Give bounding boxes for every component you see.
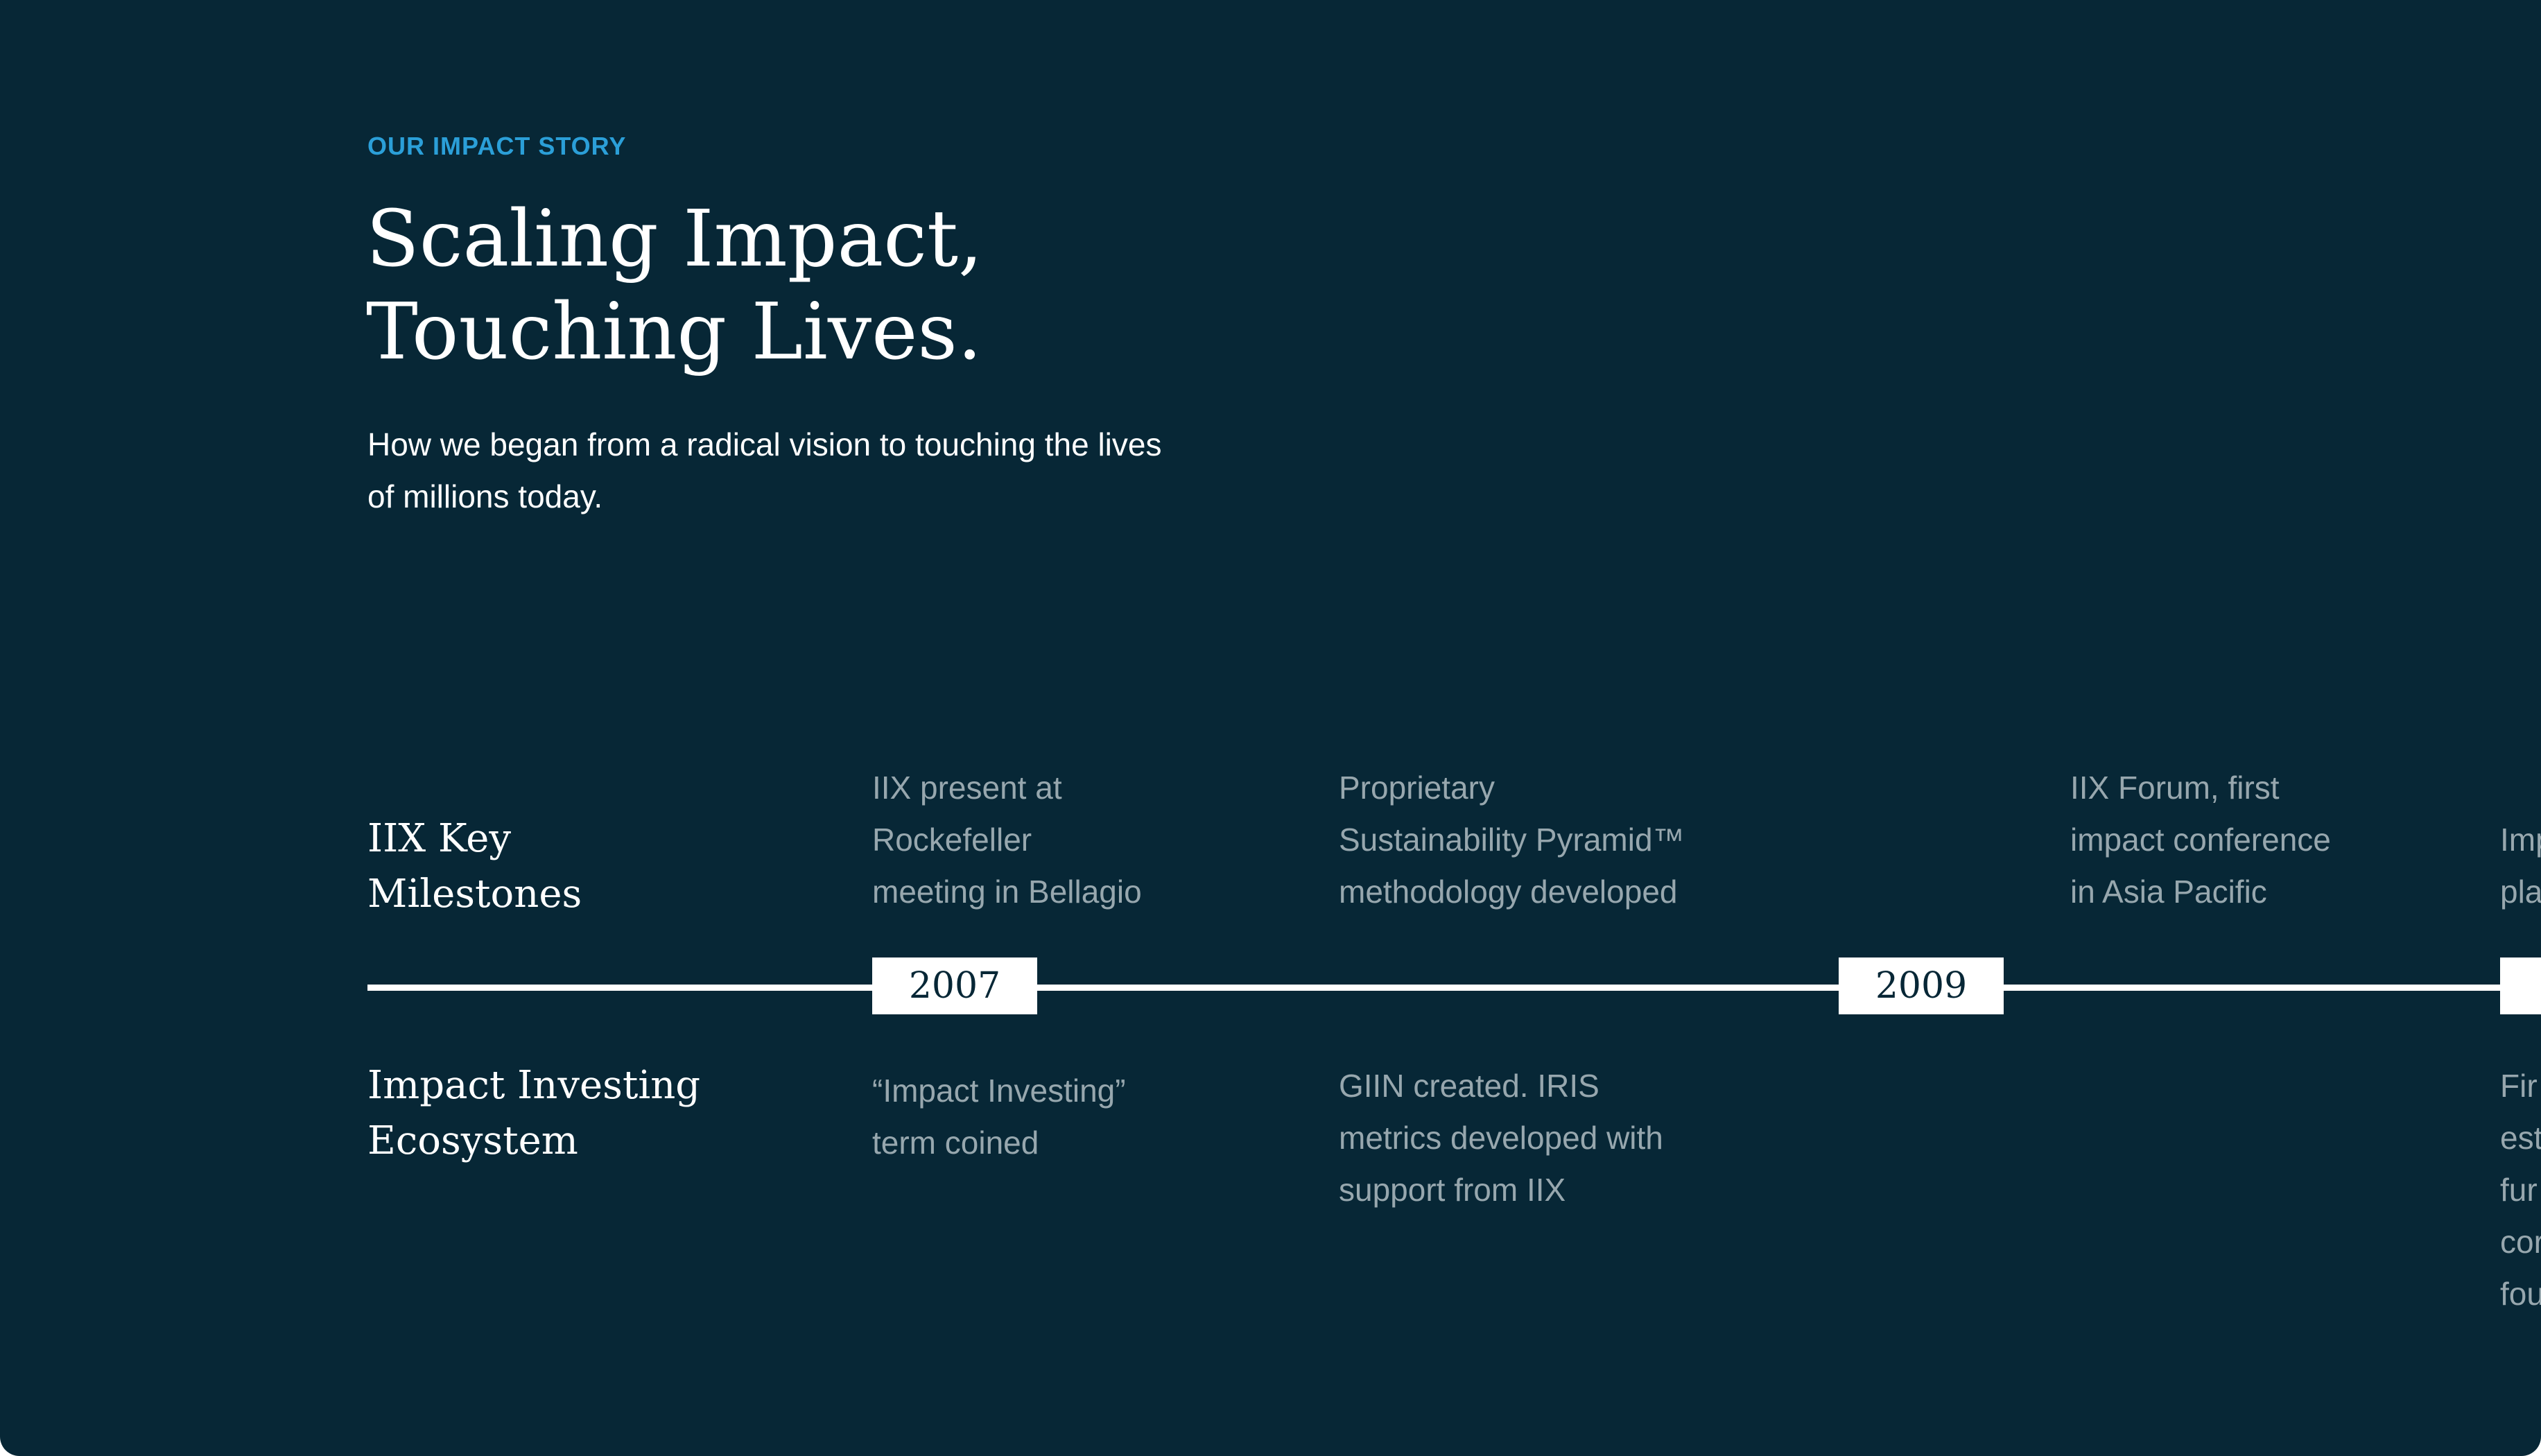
- page-title: Scaling Impact, Touching Lives.: [366, 194, 983, 377]
- timeline-label-milestones: IIX Key Milestones: [367, 816, 582, 917]
- milestone-item: Proprietary Sustainability Pyramid™ meth…: [1339, 770, 1685, 910]
- year-marker-2009: 2009: [1839, 957, 2004, 1014]
- section-eyebrow: OUR IMPACT STORY: [367, 132, 627, 160]
- ecosystem-item: GIIN created. IRIS metrics developed wit…: [1339, 1068, 1663, 1208]
- milestone-item: Imp pla: [2500, 822, 2541, 910]
- page-subtitle: How we began from a radical vision to to…: [367, 426, 1162, 514]
- year-marker-next: [2500, 957, 2541, 1014]
- timeline-label-ecosystem: Impact Investing Ecosystem: [367, 1063, 701, 1163]
- milestone-item: IIX Forum, first impact conference in As…: [2070, 770, 2331, 910]
- ecosystem-item: Fir est fur cor fou: [2500, 1068, 2541, 1312]
- timeline-axis: [367, 985, 2541, 991]
- milestone-item: IIX present at Rockefeller meeting in Be…: [872, 770, 1142, 910]
- ecosystem-item: “Impact Investing” term coined: [872, 1073, 1126, 1161]
- year-marker-2007: 2007: [872, 957, 1037, 1014]
